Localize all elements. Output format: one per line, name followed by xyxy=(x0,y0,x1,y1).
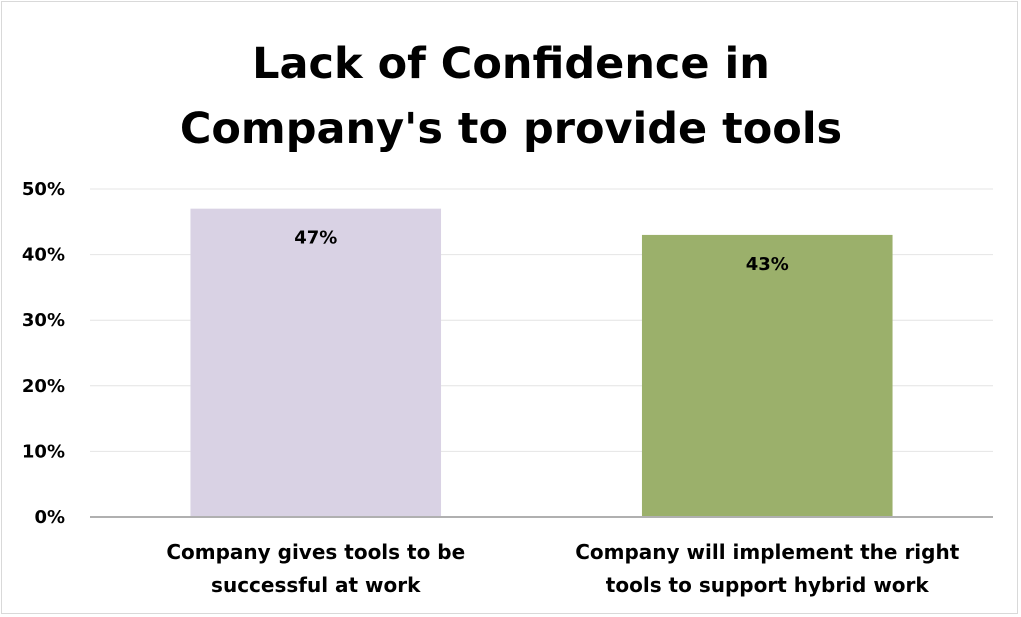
data-label: 43% xyxy=(746,254,789,275)
y-tick-label: 10% xyxy=(22,441,65,462)
bar xyxy=(641,234,893,518)
data-labels: 47% 43% xyxy=(294,228,789,275)
y-tick-label: 50% xyxy=(22,179,65,200)
y-tick-label: 20% xyxy=(22,376,65,397)
data-label: 47% xyxy=(294,228,337,249)
category-label: Company will implement the right xyxy=(575,540,960,564)
bar xyxy=(190,208,442,517)
chart-title-line-1: Lack of Confidence in xyxy=(252,39,770,89)
y-axis-tick-labels: 0% 10% 20% 30% 40% 50% xyxy=(22,179,65,528)
y-tick-label: 40% xyxy=(22,245,65,266)
category-label: tools to support hybrid work xyxy=(606,573,930,597)
category-labels: Company gives tools to be successful at w… xyxy=(166,540,959,597)
category-label: Company gives tools to be xyxy=(166,540,465,564)
category-label: successful at work xyxy=(211,573,421,597)
chart-title: Lack of Confidence in Company's to provi… xyxy=(180,39,842,154)
chart-title-line-2: Company's to provide tools xyxy=(180,104,842,154)
y-tick-label: 30% xyxy=(22,310,65,331)
bars xyxy=(190,208,893,518)
y-tick-label: 0% xyxy=(34,507,65,528)
